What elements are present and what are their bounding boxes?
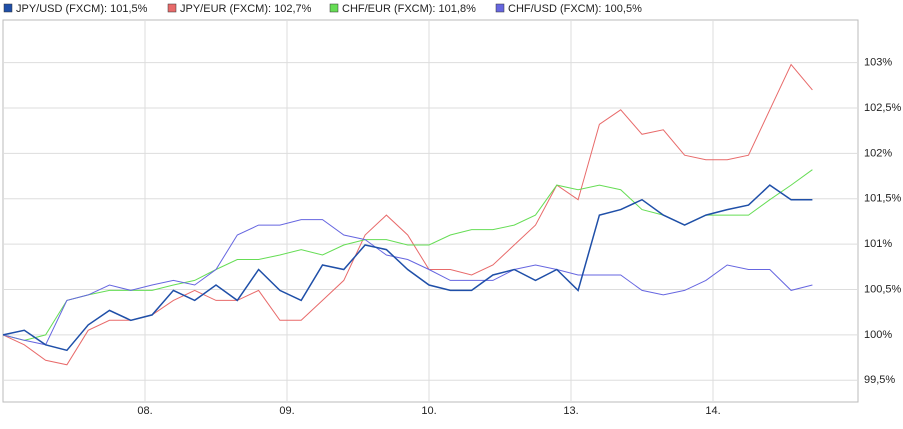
x-tick-label: 08. [137, 405, 152, 417]
x-tick-label: 10. [421, 405, 436, 417]
x-tick-label: 09. [279, 405, 294, 417]
legend-label: JPY/EUR (FXCM): 102,7% [180, 3, 312, 15]
legend-swatch [167, 3, 177, 13]
y-tick-label: 101% [864, 238, 892, 250]
x-tick-label: 14. [705, 405, 720, 417]
y-tick-label: 103% [864, 57, 892, 69]
legend-label: CHF/EUR (FXCM): 101,8% [342, 3, 476, 15]
x-tick-label: 13. [563, 405, 578, 417]
y-tick-label: 99,5% [864, 374, 895, 386]
legend-label: CHF/USD (FXCM): 100,5% [508, 3, 642, 15]
plot-frame [2, 19, 859, 403]
legend-swatch [329, 3, 339, 13]
y-tick-label: 100% [864, 329, 892, 341]
y-tick-label: 100,5% [864, 283, 902, 295]
y-tick-label: 102% [864, 147, 892, 159]
y-tick-label: 101,5% [864, 193, 902, 205]
legend-swatch [3, 3, 13, 13]
legend-label: JPY/USD (FXCM): 101,5% [16, 3, 148, 15]
series-line [2, 219, 813, 346]
series-line [2, 184, 813, 352]
legend-swatch [495, 3, 505, 13]
y-tick-label: 102,5% [864, 102, 902, 114]
